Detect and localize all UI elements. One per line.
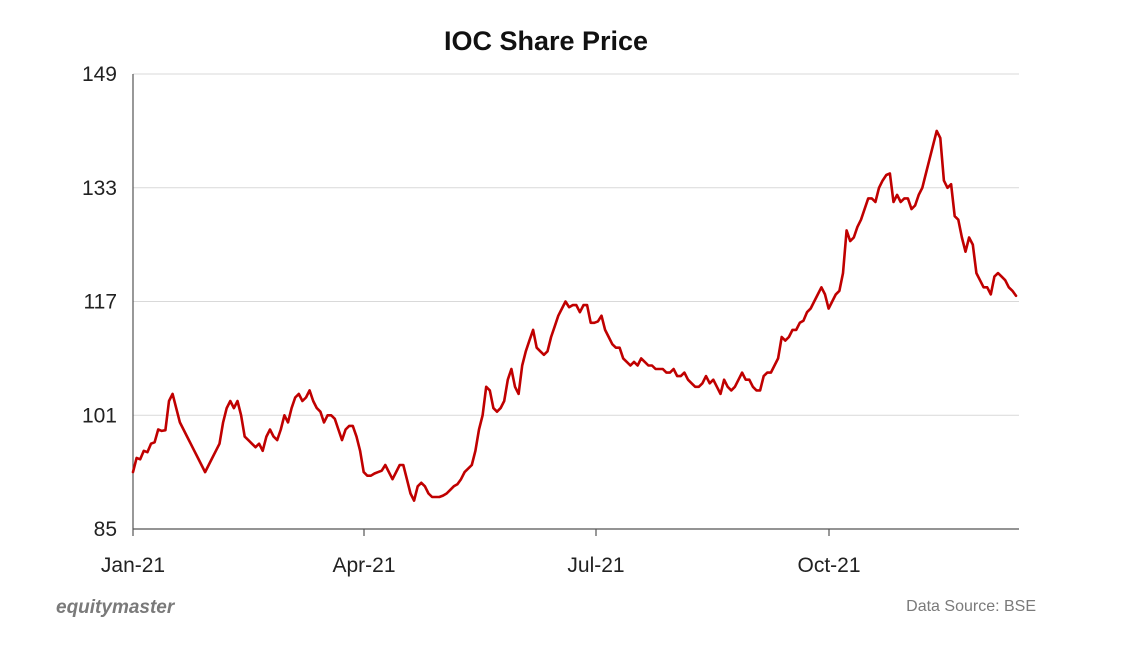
y-tick-label: 149 — [82, 63, 117, 86]
y-tick-label: 133 — [82, 177, 117, 200]
y-axis-ticks: 85 101 117 133 149 — [82, 63, 117, 541]
y-tick-label: 117 — [84, 291, 117, 314]
y-tick-label: 101 — [82, 404, 117, 427]
y-tick-label: 85 — [94, 518, 117, 541]
series-layer — [131, 129, 1018, 502]
x-tick-label: Jan-21 — [101, 554, 165, 577]
brand-logo: equitymaster — [56, 597, 176, 618]
gridlines — [132, 73, 1019, 530]
price-series-line — [131, 129, 1018, 502]
chart-title: IOC Share Price — [444, 26, 648, 56]
x-axis-ticks: Jan-21 Apr-21 Jul-21 Oct-21 — [101, 529, 861, 577]
data-source: Data Source: BSE — [906, 598, 1036, 615]
x-tick-label: Apr-21 — [332, 554, 395, 577]
x-tick-label: Jul-21 — [567, 554, 624, 577]
x-tick-label: Oct-21 — [797, 554, 860, 577]
